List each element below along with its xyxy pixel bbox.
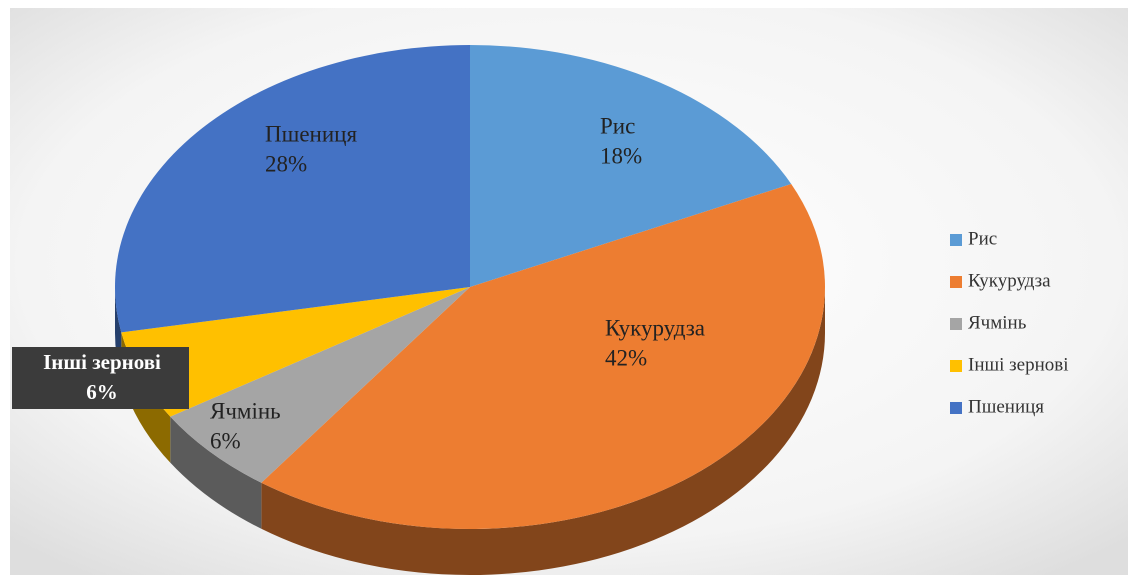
legend-label: Інші зернові xyxy=(968,354,1069,375)
data-label-value: 42% xyxy=(605,345,647,370)
legend-swatch xyxy=(950,360,962,372)
data-label-name: Пшениця xyxy=(265,121,357,146)
data-label-value: 6% xyxy=(86,380,118,404)
legend-label: Рис xyxy=(968,228,997,249)
slice xyxy=(170,287,470,483)
slice-side xyxy=(261,287,825,575)
slice xyxy=(121,287,470,417)
label-box xyxy=(12,347,189,409)
legend-swatch xyxy=(950,318,962,330)
data-label-value: 6% xyxy=(210,428,241,453)
slice-side xyxy=(170,416,262,529)
legend-swatch xyxy=(950,234,962,246)
slice xyxy=(114,45,470,333)
data-label-name: Кукурудза xyxy=(605,315,705,340)
data-label-name: Ячмінь xyxy=(210,398,281,423)
slice xyxy=(470,45,792,287)
legend-label: Ячмінь xyxy=(968,312,1027,333)
legend-label: Кукурудза xyxy=(968,270,1051,291)
data-label-value: 18% xyxy=(600,143,642,168)
legend-label: Пшениця xyxy=(968,396,1044,417)
data-label-name: Рис xyxy=(600,113,635,138)
data-label-name: Інші зернові xyxy=(43,350,161,374)
slice xyxy=(261,183,825,529)
data-label-value: 28% xyxy=(265,151,307,176)
legend-swatch xyxy=(950,402,962,414)
legend-swatch xyxy=(950,276,962,288)
